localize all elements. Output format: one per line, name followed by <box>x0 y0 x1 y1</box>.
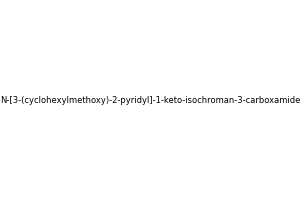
Text: N-[3-(cyclohexylmethoxy)-2-pyridyl]-1-keto-isochroman-3-carboxamide: N-[3-(cyclohexylmethoxy)-2-pyridyl]-1-ke… <box>0 96 300 105</box>
